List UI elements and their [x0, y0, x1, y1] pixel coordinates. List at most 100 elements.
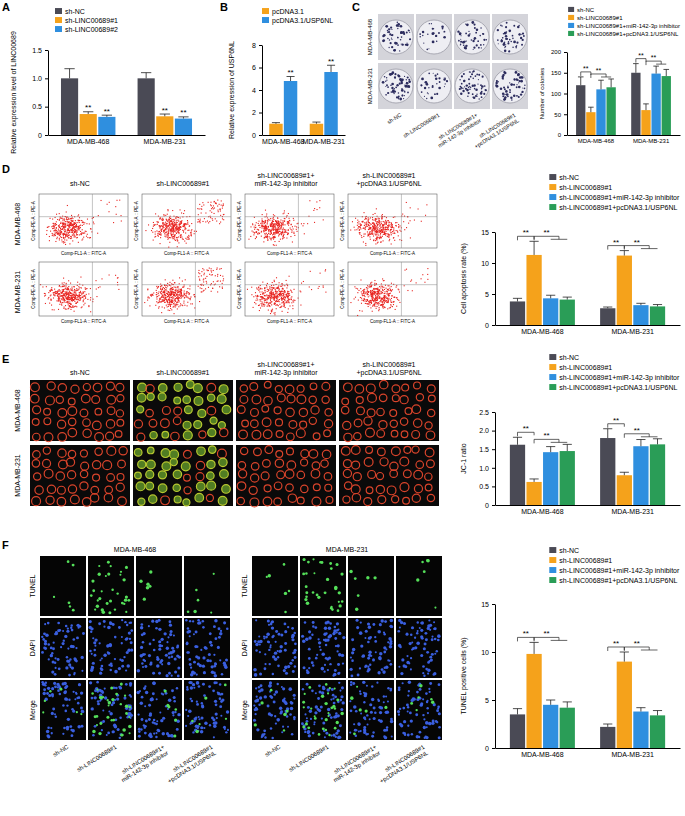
colony — [397, 37, 399, 39]
event — [250, 226, 251, 227]
event — [74, 228, 75, 229]
event — [291, 230, 292, 231]
event — [200, 219, 201, 220]
legend-label: sh-LINC00689#1 — [577, 15, 623, 21]
colony — [422, 35, 423, 36]
y-axis: 051015 — [481, 229, 495, 329]
colony — [397, 21, 399, 23]
colony — [515, 71, 518, 74]
event — [55, 225, 56, 226]
event — [66, 240, 67, 241]
event — [55, 233, 56, 234]
event — [76, 227, 77, 228]
event — [54, 226, 55, 227]
event — [288, 222, 289, 223]
event — [319, 207, 320, 208]
event — [178, 233, 179, 234]
colony — [522, 39, 524, 41]
x-tick: MDA-MB-468 — [521, 751, 564, 758]
bar — [631, 73, 640, 135]
event — [68, 235, 69, 236]
x-tick-label: MDA-MB-468 — [521, 328, 564, 335]
significance-mark: ** — [613, 416, 619, 425]
event — [185, 223, 186, 224]
event — [47, 227, 48, 228]
error-bar — [603, 307, 612, 308]
event — [107, 204, 108, 205]
event — [170, 237, 171, 238]
y-tick-label: 1.0 — [32, 75, 42, 82]
colony-plate-image — [416, 14, 452, 60]
colony — [475, 95, 477, 97]
event — [167, 237, 168, 238]
colony — [391, 37, 392, 38]
event — [221, 200, 222, 201]
significance-mark: ** — [543, 228, 549, 237]
event — [190, 232, 191, 233]
event — [168, 237, 169, 238]
event — [256, 222, 257, 223]
colony — [515, 47, 516, 48]
legend-label: pcDNA3.1 — [272, 8, 304, 16]
colony — [521, 92, 522, 93]
colony — [387, 92, 389, 94]
event — [259, 233, 260, 234]
event — [186, 243, 187, 244]
colony — [470, 86, 472, 88]
legend-label: sh-NC — [65, 8, 85, 15]
event — [263, 230, 264, 231]
colony — [470, 71, 471, 72]
significance-mark: ** — [162, 106, 168, 115]
event — [46, 230, 47, 231]
error-bar — [663, 69, 669, 76]
event — [116, 200, 117, 201]
significance-mark: ** — [287, 68, 293, 77]
event — [265, 234, 266, 235]
event — [210, 202, 211, 203]
event — [158, 233, 159, 234]
event — [219, 223, 220, 224]
event — [180, 235, 181, 236]
event — [205, 212, 206, 213]
bar — [510, 445, 525, 505]
bar — [633, 446, 648, 505]
colony — [507, 86, 509, 88]
event — [59, 213, 60, 214]
event — [174, 236, 175, 237]
event — [164, 230, 165, 231]
event — [268, 219, 269, 220]
significance-mark: ** — [543, 629, 549, 638]
colony — [408, 30, 410, 32]
colony — [395, 42, 398, 45]
event — [160, 226, 161, 227]
colony — [473, 49, 474, 50]
y-tick: 0 — [558, 132, 567, 138]
significance-mark: ** — [583, 65, 589, 72]
significance-bracket — [534, 236, 567, 240]
event — [191, 234, 192, 235]
event — [58, 232, 59, 233]
colony — [398, 98, 399, 99]
x-axis: MDA-MB-468MDA-MB-231 — [496, 506, 681, 515]
colony — [484, 89, 486, 91]
x-axis: MDA-MB-468MDA-MB-231 — [496, 749, 681, 758]
event — [168, 247, 169, 248]
colony — [469, 86, 470, 87]
event — [187, 220, 188, 221]
event — [277, 232, 278, 233]
colony — [460, 41, 462, 43]
y-tick: 5 — [485, 291, 495, 298]
event — [261, 231, 262, 232]
event — [219, 204, 220, 205]
colony — [391, 91, 393, 93]
colony — [466, 23, 469, 26]
event — [258, 221, 259, 222]
event — [163, 214, 164, 215]
event — [178, 231, 179, 232]
event — [93, 223, 94, 224]
event — [67, 229, 68, 230]
event — [48, 226, 49, 227]
event — [191, 229, 192, 230]
event — [76, 230, 77, 231]
event — [272, 234, 273, 235]
